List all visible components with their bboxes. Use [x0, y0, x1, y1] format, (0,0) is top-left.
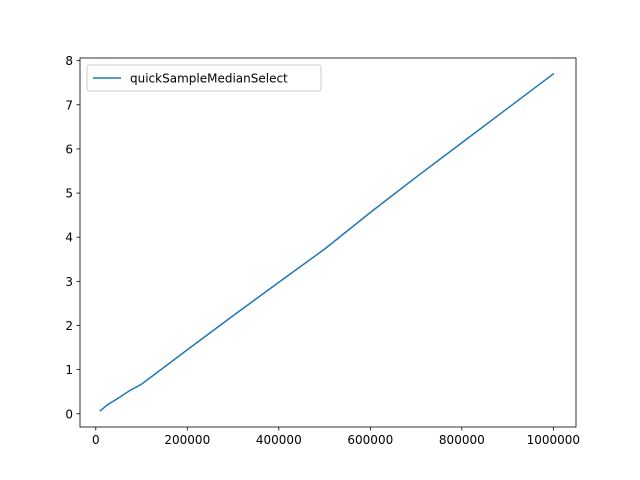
x-tick-label: 400000	[256, 433, 302, 447]
y-tick-label: 8	[65, 54, 73, 68]
y-tick-label: 5	[65, 187, 73, 201]
y-tick-label: 2	[65, 319, 73, 333]
series-line-quickSampleMedianSelect	[99, 72, 555, 412]
legend-label: quickSampleMedianSelect	[130, 72, 288, 86]
series-lines	[99, 72, 555, 412]
y-tick-label: 1	[65, 363, 73, 377]
y-tick-label: 0	[65, 407, 73, 421]
legend-box	[86, 64, 322, 92]
y-tick-label: 3	[65, 275, 73, 289]
plot-frame	[79, 57, 577, 428]
x-tick-label: 0	[92, 433, 100, 447]
y-tick-label: 6	[65, 142, 73, 156]
x-tick-label: 800000	[439, 433, 485, 447]
y-tick-label: 4	[65, 231, 73, 245]
x-tick-label: 600000	[347, 433, 393, 447]
legend: quickSampleMedianSelect	[86, 64, 322, 92]
y-tick-label: 7	[65, 98, 73, 112]
x-tick-label: 200000	[164, 433, 210, 447]
y-axis: 0 1 2 3 4 5 6 7 8	[65, 54, 80, 421]
x-tick-label: 1000000	[527, 433, 580, 447]
x-axis: 0 200000 400000 600000 800000 1000000	[92, 427, 580, 447]
